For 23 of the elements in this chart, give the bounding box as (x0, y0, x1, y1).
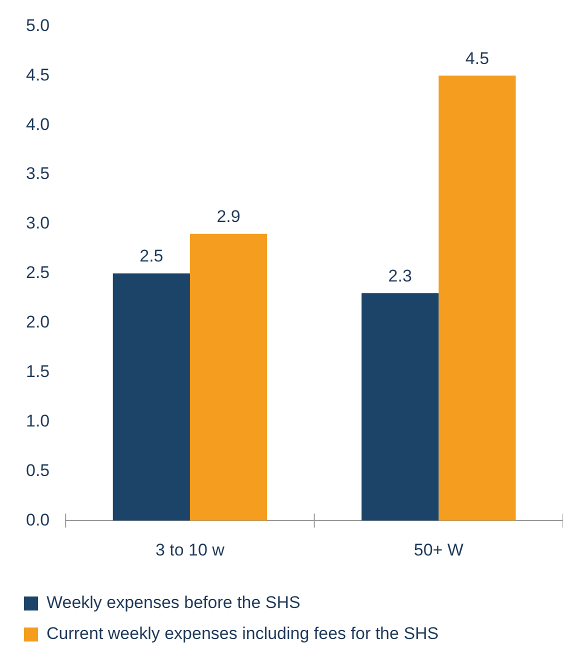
data-label: 2.5 (140, 246, 164, 266)
data-label: 2.9 (216, 207, 240, 226)
y-tick-label: 2.5 (26, 263, 50, 282)
x-tick-label: 3 to 10 w (155, 540, 226, 560)
y-tick-label: 1.0 (26, 411, 50, 430)
y-tick-label: 4.5 (26, 65, 50, 84)
y-tick-label: 3.0 (26, 214, 50, 233)
y-tick-label: 0.0 (26, 510, 50, 530)
y-tick-label: 0.5 (26, 460, 50, 480)
legend-label: Weekly expenses before the SHS (46, 593, 300, 612)
y-tick-label: 1.5 (26, 362, 50, 381)
y-tick-label: 2.0 (26, 312, 50, 332)
bar (362, 293, 439, 521)
y-tick-label: 3.5 (26, 164, 50, 184)
y-tick-label: 5.0 (26, 16, 50, 35)
y-tick-label: 4.0 (26, 114, 50, 134)
data-label: 2.3 (388, 266, 412, 286)
data-label: 4.5 (465, 48, 490, 68)
bar (438, 76, 516, 521)
x-tick-label: 50+ W (414, 540, 464, 560)
bar (190, 234, 268, 521)
bar (112, 273, 190, 521)
legend-label: Current weekly expenses including fees for the SHS (46, 624, 439, 644)
